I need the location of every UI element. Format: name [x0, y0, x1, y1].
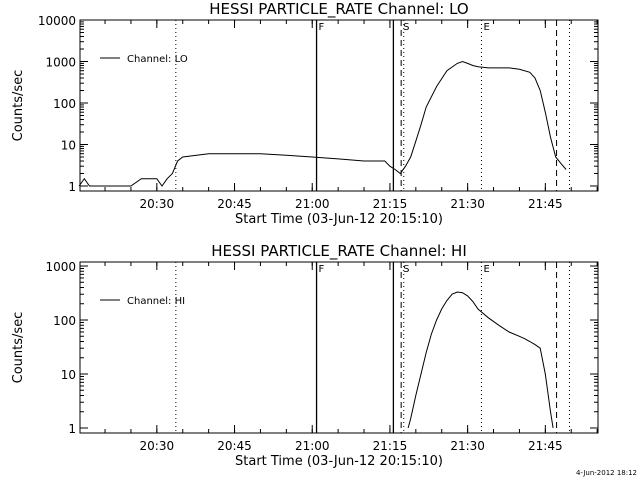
- x-tick-label: 20:45: [217, 197, 252, 211]
- event-marker-label: S: [403, 22, 409, 33]
- y-tick-label: 1: [68, 180, 76, 194]
- x-tick-label: 21:30: [450, 197, 485, 211]
- series-line: [407, 291, 554, 429]
- x-tick-label: 21:30: [450, 439, 485, 453]
- x-tick-label: 21:45: [528, 197, 563, 211]
- x-axis-label: Start Time (03-Jun-12 20:15:10): [235, 212, 443, 227]
- y-axis-label: Counts/sec: [11, 70, 26, 142]
- x-tick-label: 20:30: [140, 439, 175, 453]
- y-tick-label: 100: [53, 97, 76, 111]
- legend-label: Channel: HI: [127, 296, 185, 307]
- event-marker-label: F: [319, 264, 325, 275]
- panel-lo: HESSI PARTICLE_RATE Channel: LO 1 10 100 100…: [11, 0, 599, 227]
- x-tick-label: 21:00: [295, 197, 330, 211]
- plot-frame: [79, 261, 599, 434]
- x-tick-label: 21:45: [528, 439, 563, 453]
- plot-frame: [79, 19, 599, 192]
- x-tick-label: 21:15: [373, 197, 408, 211]
- y-tick-label: 1: [68, 422, 76, 436]
- y-axis-label: Counts/sec: [11, 312, 26, 384]
- y-tick-label: 10: [61, 368, 76, 382]
- x-tick-label: 20:45: [217, 439, 252, 453]
- event-marker-label: S: [403, 264, 409, 275]
- legend-label: Channel: LO: [127, 54, 188, 65]
- chart-title: HESSI PARTICLE_RATE Channel: LO: [209, 0, 468, 19]
- y-tick-label: 100: [53, 314, 76, 328]
- x-tick-label: 21:00: [295, 439, 330, 453]
- x-tick-label: 20:30: [140, 197, 175, 211]
- event-marker-label: F: [319, 22, 325, 33]
- x-tick-label: 21:15: [373, 439, 408, 453]
- event-marker-label: E: [483, 22, 489, 33]
- y-tick-label: 1000: [45, 260, 76, 274]
- series-line: [78, 60, 567, 187]
- y-tick-label: 1000: [45, 56, 76, 70]
- event-marker-label: E: [483, 264, 489, 275]
- y-tick-label: 10000: [38, 14, 76, 28]
- footer-timestamp: 4-Jun-2012 18:12: [576, 469, 637, 477]
- y-tick-label: 10: [61, 139, 76, 153]
- x-axis-label: Start Time (03-Jun-12 20:15:10): [235, 454, 443, 469]
- chart-title: HESSI PARTICLE_RATE Channel: HI: [211, 242, 467, 261]
- panel-hi: HESSI PARTICLE_RATE Channel: HI 1 10 100 100…: [11, 242, 599, 469]
